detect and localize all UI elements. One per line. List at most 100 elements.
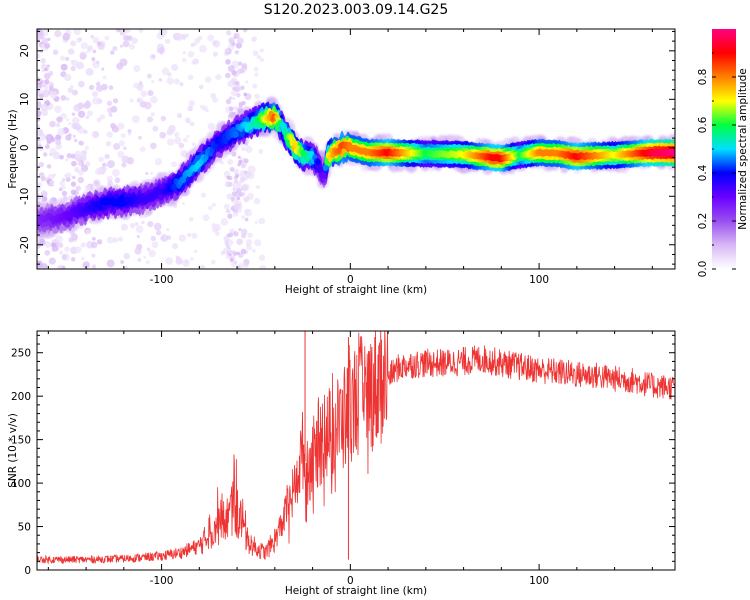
spectrogram-noise-cell <box>123 252 131 260</box>
spectrogram-noise-cell <box>240 228 248 236</box>
spectrogram-noise-cell <box>231 151 237 157</box>
spectrogram-ridge-cell <box>97 204 104 211</box>
spectrogram-noise-cell <box>136 234 141 239</box>
spectrogram-noise-cell <box>154 158 163 166</box>
spectrogram-ridge-cell <box>233 130 239 138</box>
spectrogram-ridge-cell <box>315 158 321 166</box>
spectrogram-noise-cell <box>160 115 167 122</box>
spectrogram-noise-cell <box>138 81 143 85</box>
spectrogram-noise-cell <box>254 93 260 100</box>
spectrogram-noise-cell <box>247 165 256 174</box>
spectrogram-noise-cell <box>150 142 157 150</box>
spectrogram-noise-cell <box>199 104 204 109</box>
spectrogram-noise-cell <box>182 259 190 267</box>
spectrogram-noise-cell <box>119 31 125 36</box>
spectrogram-noise-cell <box>112 237 118 243</box>
spectrogram-noise-cell <box>229 106 234 111</box>
spectrogram-noise-cell <box>236 92 241 98</box>
spectrogram-noise-cell <box>210 259 216 265</box>
spectrogram-noise-cell <box>190 256 194 261</box>
spectrogram-noise-cell <box>151 54 156 59</box>
spectrogram-noise-cell <box>52 151 61 160</box>
spectrogram-noise-cell <box>123 265 129 269</box>
spectrogram-noise-cell <box>80 154 87 162</box>
spectrogram-x-tick-label: -100 <box>150 274 174 286</box>
spectrogram-noise-cell <box>55 122 61 128</box>
spectrogram-noise-cell <box>211 226 219 233</box>
spectrogram-noise-cell <box>71 116 80 125</box>
spectrogram-noise-cell <box>105 140 112 147</box>
spectrogram-noise-cell <box>65 158 69 162</box>
spectrogram-y-tick-label: 0 <box>19 144 31 151</box>
spectrogram-noise-cell <box>134 247 142 255</box>
spectrogram-noise-cell <box>183 137 188 143</box>
spectrogram-noise-cell <box>227 65 235 73</box>
spectrogram-noise-cell <box>106 259 115 268</box>
spectrogram-noise-cell <box>129 98 134 103</box>
spectrogram-noise-cell <box>77 110 86 118</box>
spectrogram-noise-cell <box>59 180 65 186</box>
spectrogram-noise-cell <box>143 101 152 110</box>
spectrogram-noise-cell <box>159 131 167 139</box>
spectrogram-noise-cell <box>37 53 41 59</box>
spectrogram-noise-cell <box>167 128 175 135</box>
spectrogram-noise-cell <box>256 55 262 60</box>
spectrogram-noise-cell <box>245 145 253 153</box>
spectrogram-noise-cell <box>232 96 236 101</box>
spectrogram-noise-cell <box>242 29 248 33</box>
spectrogram-noise-cell <box>173 78 180 85</box>
spectrogram-noise-cell <box>91 236 96 241</box>
spectrogram-ridge-cell <box>282 128 288 136</box>
spectrogram-noise-cell <box>129 43 135 50</box>
spectrogram-noise-cell <box>178 234 187 242</box>
colorbar-tick-label: 0.4 <box>697 164 709 181</box>
snr-y-tick-label: 100 <box>11 478 31 490</box>
spectrogram-noise-cell <box>229 166 235 172</box>
spectrogram-noise-cell <box>238 61 243 66</box>
spectrogram-noise-cell <box>59 55 66 61</box>
spectrogram-noise-cell <box>253 66 259 72</box>
spectrogram-noise-cell <box>67 48 75 55</box>
spectrogram-noise-cell <box>145 260 150 265</box>
spectrogram-noise-cell <box>141 220 145 225</box>
spectrogram-noise-cell <box>241 215 245 220</box>
spectrogram-noise-cell <box>241 146 246 152</box>
spectrogram-noise-cell <box>51 244 59 252</box>
spectrogram-noise-cell <box>40 175 46 182</box>
spectrogram-noise-cell <box>215 74 222 81</box>
spectrogram-noise-cell <box>81 149 87 156</box>
spectrogram-noise-cell <box>259 48 265 53</box>
spectrogram-noise-cell <box>61 184 66 190</box>
spectrogram-noise-cell <box>200 192 207 198</box>
snr-y-tick-label: 150 <box>11 435 31 447</box>
spectrogram-noise-cell <box>85 68 94 76</box>
spectrogram-noise-cell <box>70 40 77 47</box>
spectrogram-noise-cell <box>149 171 153 175</box>
spectrogram-noise-cell <box>202 214 210 222</box>
spectrogram-noise-cell <box>44 67 48 72</box>
spectrogram-noise-cell <box>91 57 96 62</box>
spectrogram-noise-cell <box>78 140 83 146</box>
spectrogram-ridge-cell <box>318 166 324 173</box>
spectrogram-noise-cell <box>44 79 50 85</box>
spectrogram-noise-cell <box>226 30 232 36</box>
spectrogram-noise-cell <box>80 242 86 248</box>
spectrogram-noise-cell <box>49 179 55 186</box>
spectrogram-noise-cell <box>85 115 90 120</box>
spectrogram-noise-cell <box>74 246 82 253</box>
spectrogram-noise-cell <box>199 264 206 269</box>
spectrogram-noise-cell <box>224 240 229 245</box>
spectrogram-noise-cell <box>225 208 231 214</box>
snr-y-tick-label: 0 <box>24 565 31 577</box>
spectrogram-noise-cell <box>258 254 266 261</box>
spectrogram-noise-cell <box>77 169 84 176</box>
spectrogram-y-tick-label: 10 <box>19 93 31 106</box>
spectrogram-noise-cell <box>198 84 204 90</box>
spectrogram-noise-cell <box>258 264 267 269</box>
spectrogram-noise-cell <box>112 46 118 52</box>
spectrogram-noise-cell <box>225 59 231 65</box>
spectrogram-noise-cell <box>112 98 119 104</box>
spectrogram-noise-cell <box>243 196 250 203</box>
spectrogram-y-tick-label: -10 <box>19 188 31 205</box>
